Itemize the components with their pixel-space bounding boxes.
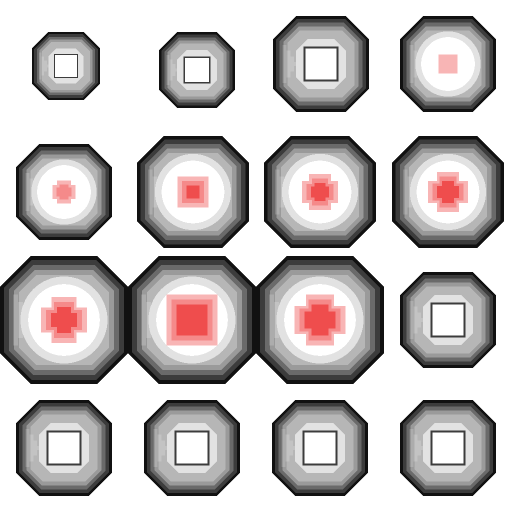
rim-highlight <box>25 428 30 468</box>
rim-highlight <box>279 176 285 208</box>
rim-highlight <box>169 59 173 81</box>
rim-highlight <box>33 440 38 456</box>
socket-center <box>53 53 79 79</box>
empty-socket-large <box>400 272 496 368</box>
rim-highlight <box>38 52 42 80</box>
energy-core <box>438 54 458 74</box>
rim-highlight <box>407 176 413 208</box>
rim-highlight <box>413 306 418 334</box>
rim-highlight <box>29 178 34 206</box>
rim-highlight <box>12 294 18 346</box>
charged-socket-faint <box>400 16 496 112</box>
charged-socket-level-3 <box>137 136 249 248</box>
rim-highlight <box>175 68 179 72</box>
rim-highlight <box>294 62 298 66</box>
rim-highlight <box>152 176 158 208</box>
energy-core <box>186 185 200 199</box>
rim-highlight <box>409 300 414 340</box>
rim-highlight <box>403 169 408 215</box>
rim-highlight <box>157 434 162 462</box>
energy-core <box>59 184 69 200</box>
empty-socket-medium <box>273 16 369 112</box>
socket-center <box>303 46 339 82</box>
socket-center <box>183 56 211 84</box>
charged-socket-wide-3 <box>256 256 384 384</box>
rim-highlight <box>166 54 170 86</box>
rim-highlight <box>285 434 290 462</box>
empty-socket-large-4 <box>272 400 368 496</box>
rim-highlight <box>140 294 146 346</box>
rim-highlight <box>172 63 176 77</box>
energy-core <box>56 307 72 333</box>
charged-socket-wide-1 <box>0 256 128 384</box>
rim-highlight <box>417 312 422 328</box>
empty-socket-small <box>159 32 235 108</box>
rim-highlight <box>286 50 291 78</box>
energy-core <box>314 183 326 201</box>
rim-highlight <box>275 169 280 215</box>
rim-highlight <box>409 44 414 84</box>
energy-core <box>176 304 208 336</box>
empty-socket-tiny <box>32 32 100 100</box>
energy-core <box>441 180 455 204</box>
rim-highlight <box>409 428 414 468</box>
socket-center <box>302 430 338 466</box>
rim-highlight <box>44 60 47 72</box>
socket-center <box>430 302 466 338</box>
rim-highlight <box>153 428 158 468</box>
energy-core <box>311 304 329 336</box>
rim-highlight <box>165 446 169 450</box>
rim-highlight <box>161 440 166 456</box>
socket-center <box>430 430 466 466</box>
rim-highlight <box>41 56 45 76</box>
rim-highlight <box>290 56 295 72</box>
rim-highlight <box>421 446 425 450</box>
rim-highlight <box>282 44 287 84</box>
rim-highlight <box>25 172 30 212</box>
rim-highlight <box>413 434 418 462</box>
rim-highlight <box>148 169 153 215</box>
charged-socket-wide-2 <box>128 256 256 384</box>
rim-highlight <box>293 446 297 450</box>
rim-highlight <box>268 294 274 346</box>
empty-socket-large-3 <box>144 400 240 496</box>
rim-highlight <box>281 428 286 468</box>
rim-highlight <box>289 440 294 456</box>
rim-highlight <box>417 440 422 456</box>
rim-highlight <box>29 434 34 462</box>
socket-center <box>174 430 210 466</box>
empty-socket-large-5 <box>400 400 496 496</box>
charged-socket-level-2 <box>16 144 112 240</box>
rim-highlight <box>421 318 425 322</box>
empty-socket-large-2 <box>16 400 112 496</box>
charged-socket-level-5 <box>392 136 504 248</box>
charged-socket-level-4 <box>264 136 376 248</box>
rim-highlight <box>413 50 418 78</box>
socket-center <box>46 430 82 466</box>
